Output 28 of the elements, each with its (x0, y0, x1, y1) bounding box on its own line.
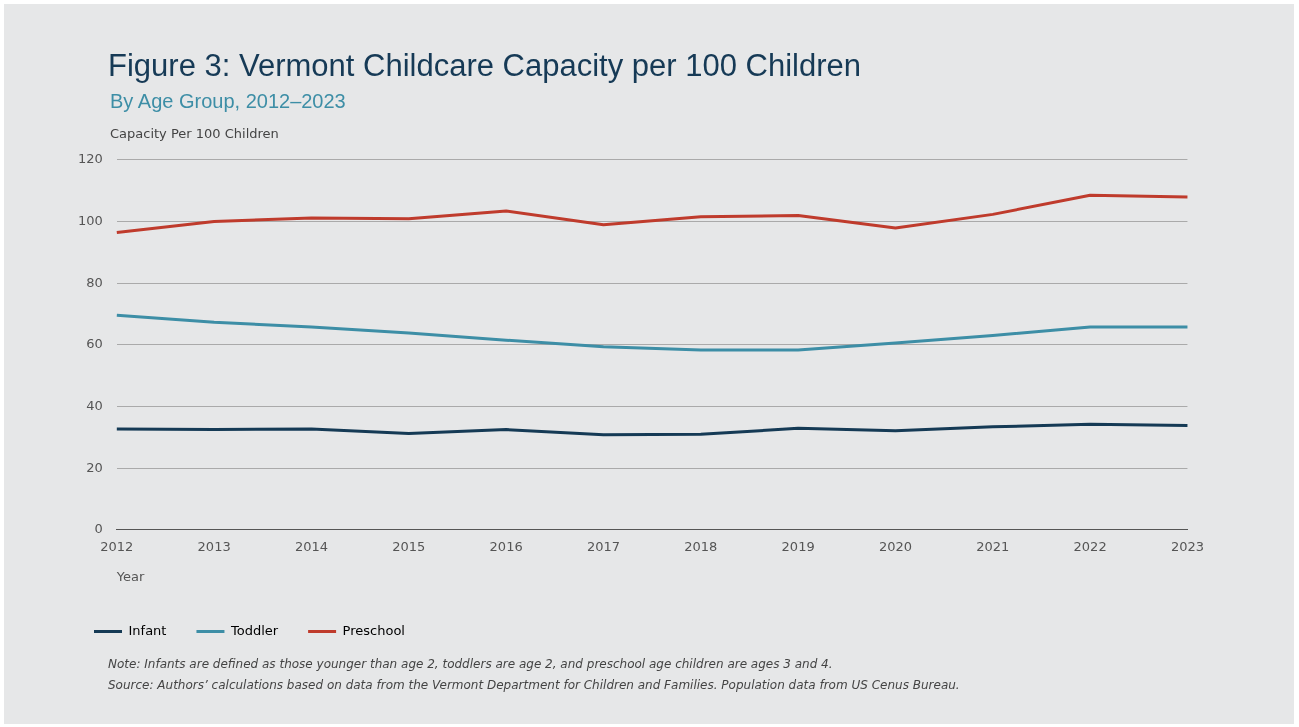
x-tick-label: 2021 (976, 538, 1010, 554)
x-tick-label: 2016 (489, 538, 523, 554)
x-tick-label: 2015 (392, 538, 426, 554)
x-tick-label: 2013 (197, 538, 231, 554)
y-tick-label: 20 (86, 459, 103, 475)
legend-label: Toddler (229, 622, 279, 638)
y-tick-label: 120 (77, 151, 103, 167)
y-tick-label: 40 (86, 397, 103, 413)
x-tick-label: 2017 (586, 538, 621, 554)
chart-title: Figure 3: Vermont Childcare Capacity per 100 Children (108, 48, 861, 84)
x-tick-label: 2022 (1073, 538, 1107, 554)
y-tick-label: 80 (86, 274, 103, 290)
x-tick-label: 2023 (1170, 538, 1204, 554)
x-tick-label: 2019 (781, 538, 815, 554)
chart-subtitle: By Age Group, 2012–2023 (110, 90, 346, 113)
y-tick-label: 100 (77, 212, 103, 228)
x-tick-label: 2018 (684, 538, 718, 554)
y-tick-label: 60 (86, 336, 103, 352)
y-tick-label: 0 (94, 521, 103, 537)
source-note: Source: Authors’ calculations based on data from the Vermont Department for Children and Families. Population data from US Cenus Bureau. (108, 677, 960, 694)
x-tick-label: 2012 (100, 538, 134, 554)
x-tick-label: 2020 (878, 538, 913, 554)
legend-label: Preschool (342, 622, 405, 638)
text: Note: Infants are defined as those younger than age 2, toddlers are age 2, and preschool age children are ages 3 and 4. (108, 656, 834, 673)
y-axis-title: Capacity Per 100 Children (110, 126, 279, 141)
x-axis-title: Year (115, 568, 145, 584)
x-tick-label: 2014 (294, 538, 329, 554)
legend-label: Infant (128, 622, 167, 638)
